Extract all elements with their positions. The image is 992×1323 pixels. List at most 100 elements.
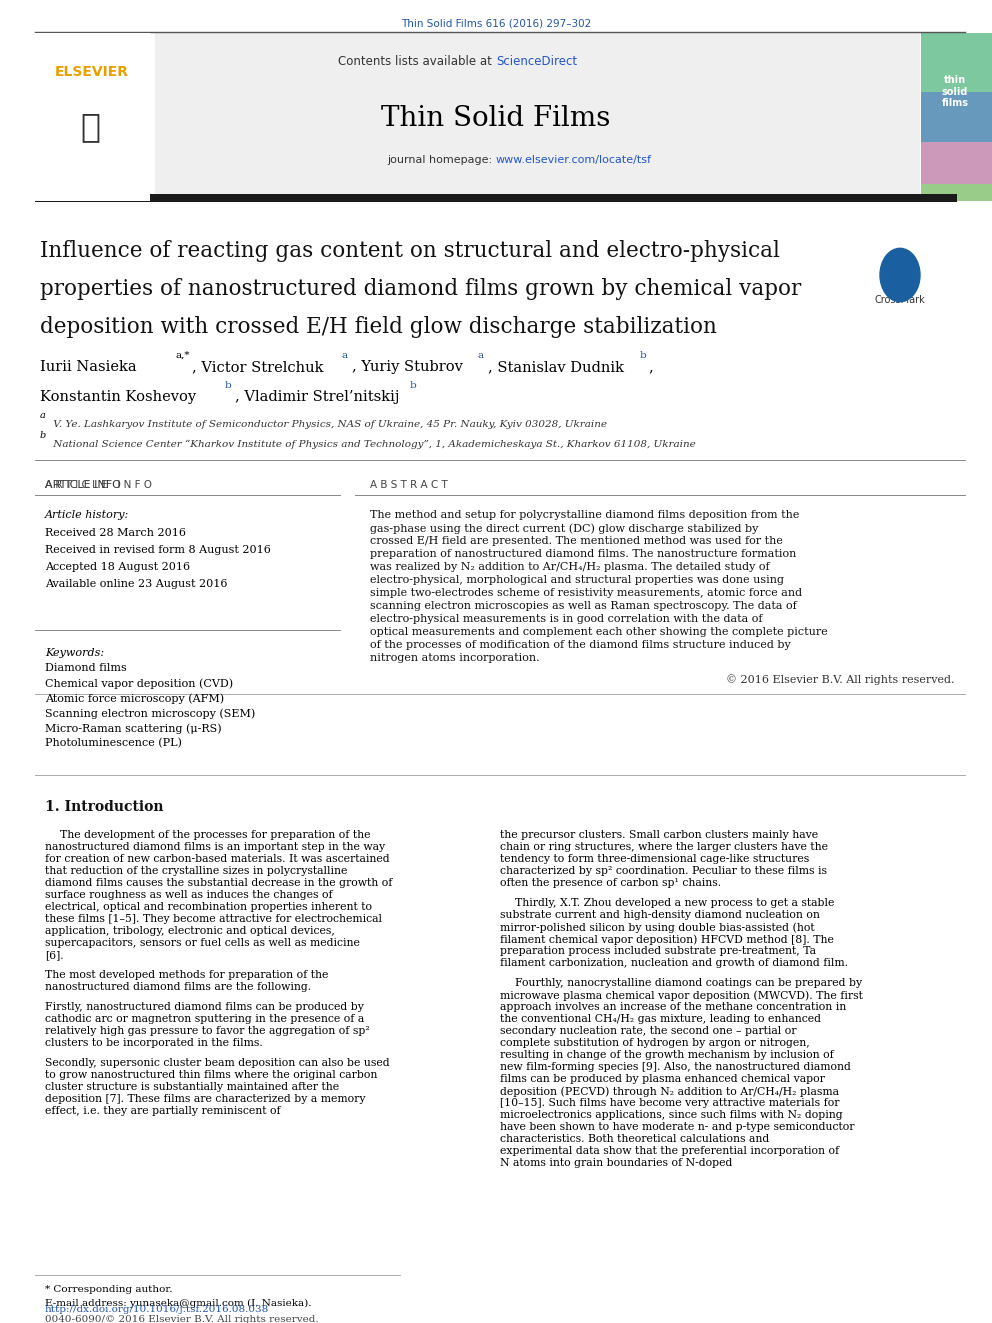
Text: Konstantin Koshevoy: Konstantin Koshevoy: [40, 390, 200, 404]
Text: thin
solid
films: thin solid films: [941, 75, 968, 108]
Text: have been shown to have moderate n- and p-type semiconductor: have been shown to have moderate n- and …: [500, 1122, 854, 1132]
Text: deposition with crossed E/H field glow discharge stabilization: deposition with crossed E/H field glow d…: [40, 316, 717, 337]
Text: , Yuriy Stubrov: , Yuriy Stubrov: [352, 360, 467, 374]
Text: Contents lists available at: Contents lists available at: [338, 56, 496, 67]
Text: 0040-6090/© 2016 Elsevier B.V. All rights reserved.: 0040-6090/© 2016 Elsevier B.V. All right…: [45, 1315, 318, 1323]
Text: The development of the processes for preparation of the: The development of the processes for pre…: [60, 830, 370, 840]
Text: http://dx.doi.org/10.1016/j.tsf.2016.08.038: http://dx.doi.org/10.1016/j.tsf.2016.08.…: [45, 1304, 269, 1314]
Text: Thin Solid Films: Thin Solid Films: [381, 105, 611, 132]
Text: characterized by sp² coordination. Peculiar to these films is: characterized by sp² coordination. Pecul…: [500, 867, 827, 876]
Text: V. Ye. Lashkaryov Institute of Semiconductor Physics, NAS of Ukraine, 45 Pr. Nau: V. Ye. Lashkaryov Institute of Semicondu…: [50, 419, 607, 429]
Text: scanning electron microscopies as well as Raman spectroscopy. The data of: scanning electron microscopies as well a…: [370, 601, 797, 611]
Text: was realized by N₂ addition to Ar/CH₄/H₂ plasma. The detailed study of: was realized by N₂ addition to Ar/CH₄/H₂…: [370, 562, 770, 572]
Text: ELSEVIER: ELSEVIER: [55, 65, 129, 79]
Text: E-mail address: yunaseka@gmail.com (I. Nasieka).: E-mail address: yunaseka@gmail.com (I. N…: [45, 1299, 311, 1308]
Text: a,*: a,*: [176, 351, 190, 360]
Text: Available online 23 August 2016: Available online 23 August 2016: [45, 579, 227, 589]
Text: effect, i.e. they are partially reminiscent of: effect, i.e. they are partially reminisc…: [45, 1106, 281, 1117]
Bar: [921, 91, 992, 142]
Text: to grow nanostructured thin films where the original carbon: to grow nanostructured thin films where …: [45, 1070, 377, 1080]
Text: the conventional CH₄/H₂ gas mixture, leading to enhanced: the conventional CH₄/H₂ gas mixture, lea…: [500, 1013, 821, 1024]
FancyBboxPatch shape: [155, 33, 920, 198]
Text: nanostructured diamond films are the following.: nanostructured diamond films are the fol…: [45, 982, 311, 992]
Text: , Victor Strelchuk: , Victor Strelchuk: [192, 360, 328, 374]
Text: a: a: [478, 351, 484, 360]
Text: films can be produced by plasma enhanced chemical vapor: films can be produced by plasma enhanced…: [500, 1074, 825, 1084]
Text: the precursor clusters. Small carbon clusters mainly have: the precursor clusters. Small carbon clu…: [500, 830, 818, 840]
Text: Thirdly, X.T. Zhou developed a new process to get a stable: Thirdly, X.T. Zhou developed a new proce…: [515, 898, 834, 908]
Text: electro-physical, morphological and structural properties was done using: electro-physical, morphological and stru…: [370, 576, 784, 585]
Text: supercapacitors, sensors or fuel cells as well as medicine: supercapacitors, sensors or fuel cells a…: [45, 938, 360, 949]
Text: nanostructured diamond films is an important step in the way: nanostructured diamond films is an impor…: [45, 841, 385, 852]
Text: The most developed methods for preparation of the: The most developed methods for preparati…: [45, 970, 328, 980]
Text: application, tribology, electronic and optical devices,: application, tribology, electronic and o…: [45, 926, 335, 935]
Text: Fourthly, nanocrystalline diamond coatings can be prepared by: Fourthly, nanocrystalline diamond coatin…: [515, 978, 862, 988]
Text: cathodic arc or magnetron sputtering in the presence of a: cathodic arc or magnetron sputtering in …: [45, 1013, 364, 1024]
Text: often the presence of carbon sp¹ chains.: often the presence of carbon sp¹ chains.: [500, 878, 721, 888]
Text: clusters to be incorporated in the films.: clusters to be incorporated in the films…: [45, 1039, 263, 1048]
Text: Chemical vapor deposition (CVD): Chemical vapor deposition (CVD): [45, 677, 233, 688]
Text: b: b: [640, 351, 647, 360]
Text: microwave plasma chemical vapor deposition (MWCVD). The first: microwave plasma chemical vapor depositi…: [500, 990, 863, 1000]
Text: that reduction of the crystalline sizes in polycrystalline: that reduction of the crystalline sizes …: [45, 867, 347, 876]
Text: Keywords:: Keywords:: [45, 648, 104, 658]
Text: ✓: ✓: [895, 265, 905, 282]
Text: b: b: [225, 381, 232, 390]
Text: Article history:: Article history:: [45, 509, 129, 520]
Text: of the processes of modification of the diamond films structure induced by: of the processes of modification of the …: [370, 640, 791, 650]
Text: National Science Center “Kharkov Institute of Physics and Technology”, 1, Akadem: National Science Center “Kharkov Institu…: [50, 441, 695, 450]
Text: filament carbonization, nucleation and growth of diamond film.: filament carbonization, nucleation and g…: [500, 958, 848, 968]
Text: Firstly, nanostructured diamond films can be produced by: Firstly, nanostructured diamond films ca…: [45, 1002, 364, 1012]
Text: Iurii Nasieka: Iurii Nasieka: [40, 360, 141, 374]
Text: , Stanislav Dudnik: , Stanislav Dudnik: [488, 360, 629, 374]
Bar: [921, 33, 992, 91]
Text: Photoluminescence (PL): Photoluminescence (PL): [45, 738, 182, 749]
Text: simple two-electrodes scheme of resistivity measurements, atomic force and: simple two-electrodes scheme of resistiv…: [370, 587, 803, 598]
Text: Influence of reacting gas content on structural and electro-physical: Influence of reacting gas content on str…: [40, 239, 780, 262]
Bar: [38, 60, 143, 180]
Text: characteristics. Both theoretical calculations and: characteristics. Both theoretical calcul…: [500, 1134, 769, 1144]
Text: Atomic force microscopy (AFM): Atomic force microscopy (AFM): [45, 693, 224, 704]
Text: A B S T R A C T: A B S T R A C T: [370, 480, 447, 490]
Text: 1. Introduction: 1. Introduction: [45, 800, 164, 814]
Text: complete substitution of hydrogen by argon or nitrogen,: complete substitution of hydrogen by arg…: [500, 1039, 809, 1048]
Text: N atoms into grain boundaries of N-doped: N atoms into grain boundaries of N-doped: [500, 1158, 732, 1168]
FancyBboxPatch shape: [35, 33, 150, 201]
Text: , Vladimir Strel’nitskij: , Vladimir Strel’nitskij: [235, 390, 404, 404]
Text: resulting in change of the growth mechanism by inclusion of: resulting in change of the growth mechan…: [500, 1050, 833, 1060]
Text: preparation process included substrate pre-treatment, Ta: preparation process included substrate p…: [500, 946, 816, 957]
Text: Accepted 18 August 2016: Accepted 18 August 2016: [45, 562, 190, 572]
Text: microelectronics applications, since such films with N₂ doping: microelectronics applications, since suc…: [500, 1110, 842, 1121]
Text: cluster structure is substantially maintained after the: cluster structure is substantially maint…: [45, 1082, 339, 1091]
Text: a: a: [40, 411, 46, 419]
Text: relatively high gas pressure to favor the aggregation of sp²: relatively high gas pressure to favor th…: [45, 1027, 370, 1036]
Text: a: a: [342, 351, 348, 360]
Text: tendency to form three-dimensional cage-like structures: tendency to form three-dimensional cage-…: [500, 855, 809, 864]
Text: A R T I C L E   I N F O: A R T I C L E I N F O: [45, 480, 152, 490]
Text: surface roughness as well as induces the changes of: surface roughness as well as induces the…: [45, 890, 332, 900]
Circle shape: [880, 249, 920, 302]
Text: Scanning electron microscopy (SEM): Scanning electron microscopy (SEM): [45, 708, 255, 718]
Text: Micro-Raman scattering (μ-RS): Micro-Raman scattering (μ-RS): [45, 722, 221, 733]
Text: filament chemical vapor deposition) HFCVD method [8]. The: filament chemical vapor deposition) HFCV…: [500, 934, 834, 945]
Text: gas-phase using the direct current (DC) glow discharge stabilized by: gas-phase using the direct current (DC) …: [370, 523, 758, 533]
Text: deposition (PECVD) through N₂ addition to Ar/CH₄/H₂ plasma: deposition (PECVD) through N₂ addition t…: [500, 1086, 839, 1097]
Bar: [921, 184, 992, 201]
Text: properties of nanostructured diamond films grown by chemical vapor: properties of nanostructured diamond fil…: [40, 278, 802, 300]
Text: journal homepage:: journal homepage:: [387, 155, 496, 165]
Text: b: b: [410, 381, 417, 390]
Text: experimental data show that the preferential incorporation of: experimental data show that the preferen…: [500, 1146, 839, 1156]
Text: optical measurements and complement each other showing the complete picture: optical measurements and complement each…: [370, 627, 827, 636]
Text: substrate current and high-density diamond nucleation on: substrate current and high-density diamo…: [500, 910, 819, 919]
Text: www.elsevier.com/locate/tsf: www.elsevier.com/locate/tsf: [496, 155, 652, 165]
Text: The method and setup for polycrystalline diamond films deposition from the: The method and setup for polycrystalline…: [370, 509, 800, 520]
Text: Received in revised form 8 August 2016: Received in revised form 8 August 2016: [45, 545, 271, 556]
Text: 🌳: 🌳: [80, 110, 100, 143]
Text: [6].: [6].: [45, 950, 63, 960]
Text: © 2016 Elsevier B.V. All rights reserved.: © 2016 Elsevier B.V. All rights reserved…: [726, 673, 955, 685]
Text: electrical, optical and recombination properties inherent to: electrical, optical and recombination pr…: [45, 902, 372, 912]
Text: [10–15]. Such films have become very attractive materials for: [10–15]. Such films have become very att…: [500, 1098, 839, 1107]
Text: for creation of new carbon-based materials. It was ascertained: for creation of new carbon-based materia…: [45, 855, 390, 864]
Text: electro-physical measurements is in good correlation with the data of: electro-physical measurements is in good…: [370, 614, 763, 624]
Text: chain or ring structures, where the larger clusters have the: chain or ring structures, where the larg…: [500, 841, 828, 852]
